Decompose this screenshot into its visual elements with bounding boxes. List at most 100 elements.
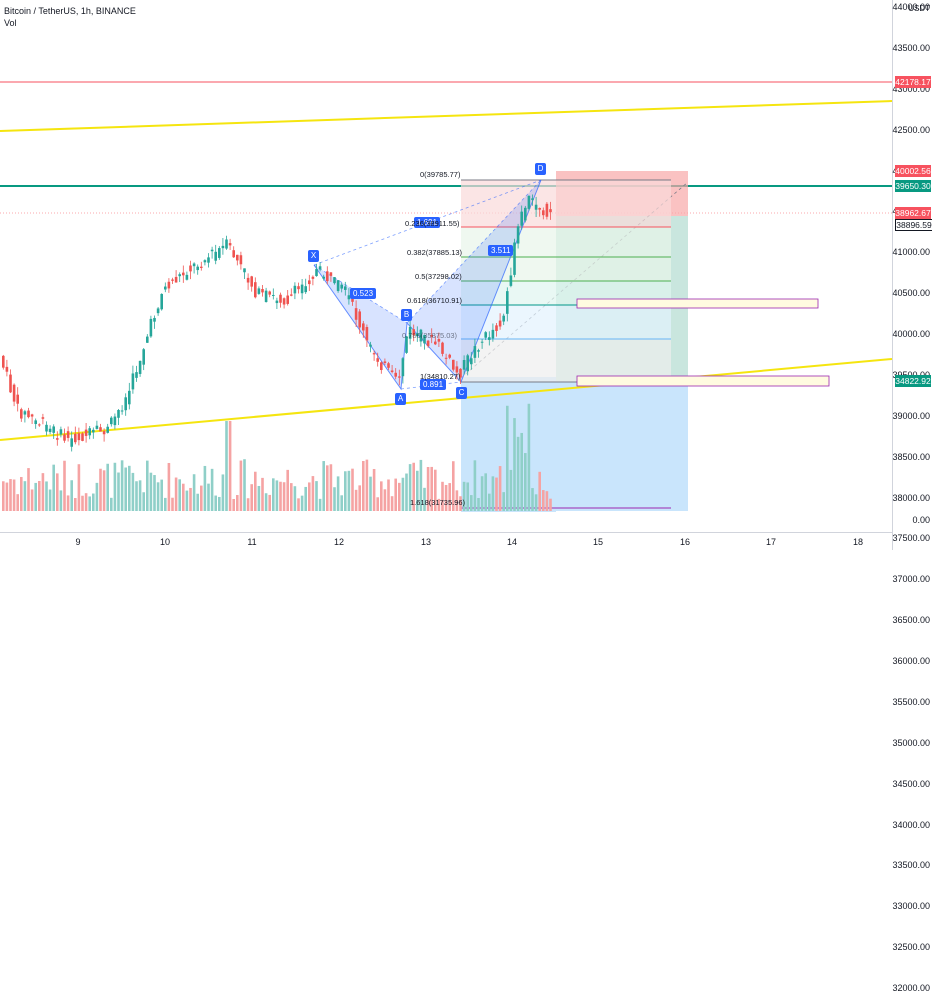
chart-legend: Bitcoin / TetherUS, 1h, BINANCE Vol (4, 5, 136, 29)
volume-bar (329, 464, 333, 511)
volume-bar (272, 478, 275, 511)
price-tag-entry[interactable]: 38896.59 (895, 219, 932, 231)
price-tag-line-price[interactable]: 42178.17 (895, 76, 931, 88)
price-tick: 36500.00 (892, 615, 930, 626)
chart-canvas[interactable] (0, 0, 892, 532)
volume-bar (549, 498, 552, 511)
candle-body (441, 342, 444, 354)
candle-body (380, 362, 383, 371)
pattern-point-a[interactable]: A (395, 393, 406, 405)
volume-bar (405, 473, 408, 511)
symbol-title[interactable]: Bitcoin / TetherUS, 1h, BINANCE (4, 6, 136, 16)
volume-bar (462, 481, 466, 511)
ratio-ac-label[interactable]: 0.891 (420, 379, 447, 390)
candle-body (34, 420, 37, 425)
pattern-point-d[interactable]: D (535, 163, 546, 175)
candle-body (178, 274, 181, 277)
candle-body (513, 242, 516, 275)
candle-body (412, 329, 415, 336)
volume-bar (441, 481, 444, 511)
volume-bar (538, 471, 541, 511)
candle-body (257, 288, 261, 294)
volume-bar (56, 473, 59, 511)
volume-bar (394, 478, 397, 511)
fib-level-0786: 0.786(35875.03) (402, 331, 458, 340)
price-tick: 32500.00 (892, 942, 930, 953)
price-tick: 0.00 (912, 515, 930, 525)
candle-body (16, 394, 19, 404)
volume-bar (502, 492, 505, 511)
volume-bar (308, 482, 311, 511)
chart-area[interactable]: Bitcoin / TetherUS, 1h, BINANCE Vol X A … (0, 0, 892, 532)
price-tick: 41000.00 (892, 247, 930, 258)
candle-body (340, 284, 343, 289)
fib-level-0: 0(39785.77) (420, 170, 461, 179)
price-tick: 44000.00 (892, 2, 930, 12)
candle-body (318, 266, 322, 270)
candle-body (315, 269, 318, 277)
pattern-point-x[interactable]: X (308, 250, 319, 262)
volume-bar (333, 487, 336, 511)
price-tag-level[interactable]: 39650.30 (895, 180, 931, 192)
candle-body (466, 355, 469, 372)
ratio-xd-label[interactable]: 1.691 (414, 217, 441, 228)
volume-bar (48, 489, 52, 511)
candle-body (462, 360, 466, 370)
volume-bar (16, 494, 19, 511)
volume-legend[interactable]: Vol (4, 18, 17, 28)
candle-body (236, 254, 239, 261)
candle-body (430, 335, 433, 337)
time-tick: 15 (592, 537, 604, 547)
price-tag-target[interactable]: 34822.92 (895, 375, 931, 387)
candle-body (95, 425, 99, 429)
volume-bar (88, 496, 91, 511)
candle-body (390, 370, 394, 373)
volume-bar (192, 474, 196, 511)
candle-body (290, 294, 293, 296)
candle-body (106, 426, 109, 433)
price-axis[interactable]: USDT 44000.0043500.0043000.0042500.00420… (892, 0, 932, 993)
candle-body (538, 207, 541, 210)
upper-trendline (0, 100, 892, 132)
price-tag-last[interactable]: 38962.67 (895, 207, 931, 219)
candle-body (524, 207, 527, 221)
volume-bar (524, 453, 527, 511)
candle-body (81, 433, 84, 441)
price-tag-stop[interactable]: 40002.56 (895, 165, 931, 177)
candle-body (189, 265, 192, 272)
pattern-point-b[interactable]: B (401, 309, 412, 321)
ratio-xb-label[interactable]: 0.523 (350, 288, 377, 299)
volume-bar (390, 496, 394, 511)
volume-bar (408, 464, 412, 511)
price-tick: 40500.00 (892, 288, 930, 299)
time-tick: 11 (247, 537, 257, 547)
volume-bar (268, 494, 271, 511)
candle-body (394, 372, 397, 377)
fib-level-0382: 0.382(37885.13) (407, 248, 463, 257)
candle-body (225, 239, 228, 249)
candle-body (398, 376, 401, 378)
candle-body (376, 358, 379, 362)
candle-body (149, 318, 153, 337)
currency-label: USDT (908, 4, 930, 13)
pattern-point-c[interactable]: C (456, 387, 467, 399)
candle-body (167, 281, 171, 289)
candle-body (153, 317, 156, 322)
candle-body (250, 276, 253, 287)
volume-bar (480, 476, 484, 511)
volume-bar (286, 469, 289, 511)
time-axis[interactable]: 9 10 11 12 13 14 15 16 17 18 (0, 532, 892, 551)
candle-body (185, 274, 189, 280)
candle-body (77, 433, 81, 441)
candle-body (63, 434, 66, 441)
candle-body (218, 248, 221, 258)
volume-bar (466, 482, 469, 511)
time-tick: 16 (679, 537, 691, 547)
volume-bar (520, 432, 523, 511)
ratio-bd-label[interactable]: 3.511 (488, 245, 514, 256)
candle-body (401, 358, 405, 377)
volume-bar (63, 460, 66, 511)
candle-body (228, 243, 232, 246)
volume-bar (20, 476, 23, 511)
candle-body (311, 276, 315, 279)
